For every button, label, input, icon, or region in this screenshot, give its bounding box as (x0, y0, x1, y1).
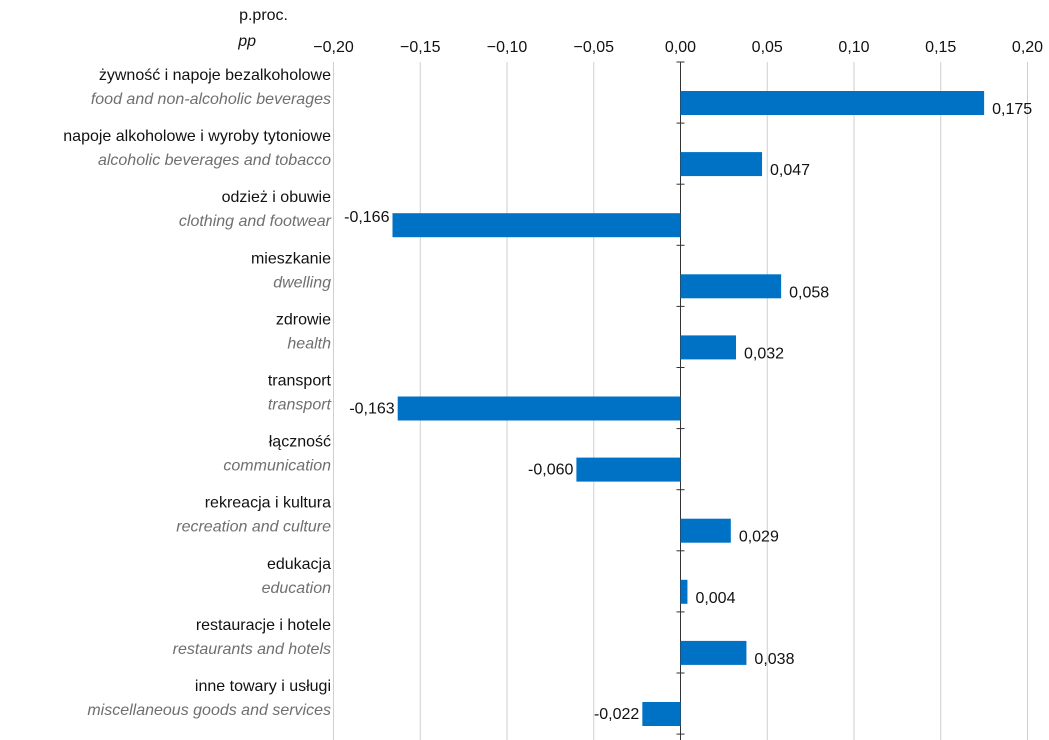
data-label: 0,004 (695, 590, 735, 607)
category-labels: żywność i napoje bezalkoholowe food and n… (63, 67, 331, 719)
x-tick-label: 0,10 (838, 39, 869, 56)
category-label: edukacja (267, 556, 331, 573)
x-tick-label: 0,20 (1012, 39, 1043, 56)
x-tick-label: −0,05 (574, 39, 615, 56)
bar (680, 518, 731, 543)
x-tick-label: −0,20 (313, 39, 354, 56)
category-label-en: food and non-alcoholic beverages (91, 91, 331, 108)
data-label: -0,022 (594, 706, 639, 723)
category-label-en: health (287, 335, 331, 352)
x-tick-label: −0,15 (400, 39, 441, 56)
data-label: 0,032 (744, 345, 784, 362)
category-label-en: miscellaneous goods and services (87, 702, 331, 719)
x-tick-label: 0,15 (925, 39, 956, 56)
bar (680, 579, 688, 604)
category-label: odzież i obuwie (222, 189, 332, 206)
x-tick-label: −0,10 (487, 39, 528, 56)
bar (397, 396, 681, 421)
category-label: inne towary i usługi (195, 678, 331, 695)
unit-label: p.proc. (239, 7, 288, 24)
x-axis-ticks: −0,20 −0,15 −0,10 −0,05 0,00 0,05 0,10 0,15 0,20 (313, 39, 1043, 56)
bar (642, 702, 681, 726)
category-label-en: education (262, 580, 331, 597)
category-label: żywność i napoje bezalkoholowe (99, 67, 331, 84)
category-label: napoje alkoholowe i wyroby tytoniowe (63, 128, 331, 145)
bar (392, 213, 681, 238)
category-label: mieszkanie (251, 250, 331, 267)
x-tick-label: 0,00 (665, 39, 696, 56)
category-label-en: recreation and culture (176, 519, 331, 536)
data-label: 0,047 (770, 162, 810, 179)
bar (680, 335, 737, 360)
category-label-en: restaurants and hotels (173, 641, 331, 658)
category-label: zdrowie (276, 311, 331, 328)
data-label: 0,058 (789, 284, 829, 301)
category-label: transport (268, 373, 332, 390)
category-label-en: alcoholic beverages and tobacco (98, 152, 331, 169)
unit-label-en: pp (237, 33, 256, 50)
category-label-en: dwelling (273, 274, 331, 291)
category-label: restauracje i hotele (196, 617, 331, 634)
data-label: 0,029 (739, 529, 779, 546)
category-label-en: transport (268, 397, 332, 414)
data-labels: 0,175 0,047 -0,166 0,058 0,032 -0,163 -0,060 0,… (344, 101, 1032, 723)
x-tick-label: 0,05 (752, 39, 783, 56)
data-label: 0,175 (992, 101, 1032, 118)
bar (680, 91, 985, 115)
bar (576, 457, 681, 482)
bars (392, 91, 985, 726)
bar (680, 152, 763, 177)
category-label-en: communication (223, 458, 331, 475)
data-label: -0,060 (528, 462, 573, 479)
data-label: 0,038 (754, 651, 794, 668)
category-label-en: clothing and footwear (179, 213, 332, 230)
data-label: -0,163 (349, 401, 394, 418)
bar (680, 274, 782, 299)
category-label: rekreacja i kultura (205, 495, 331, 512)
data-label: -0,166 (344, 209, 389, 226)
bar (680, 640, 747, 665)
category-label: łączność (269, 434, 331, 451)
